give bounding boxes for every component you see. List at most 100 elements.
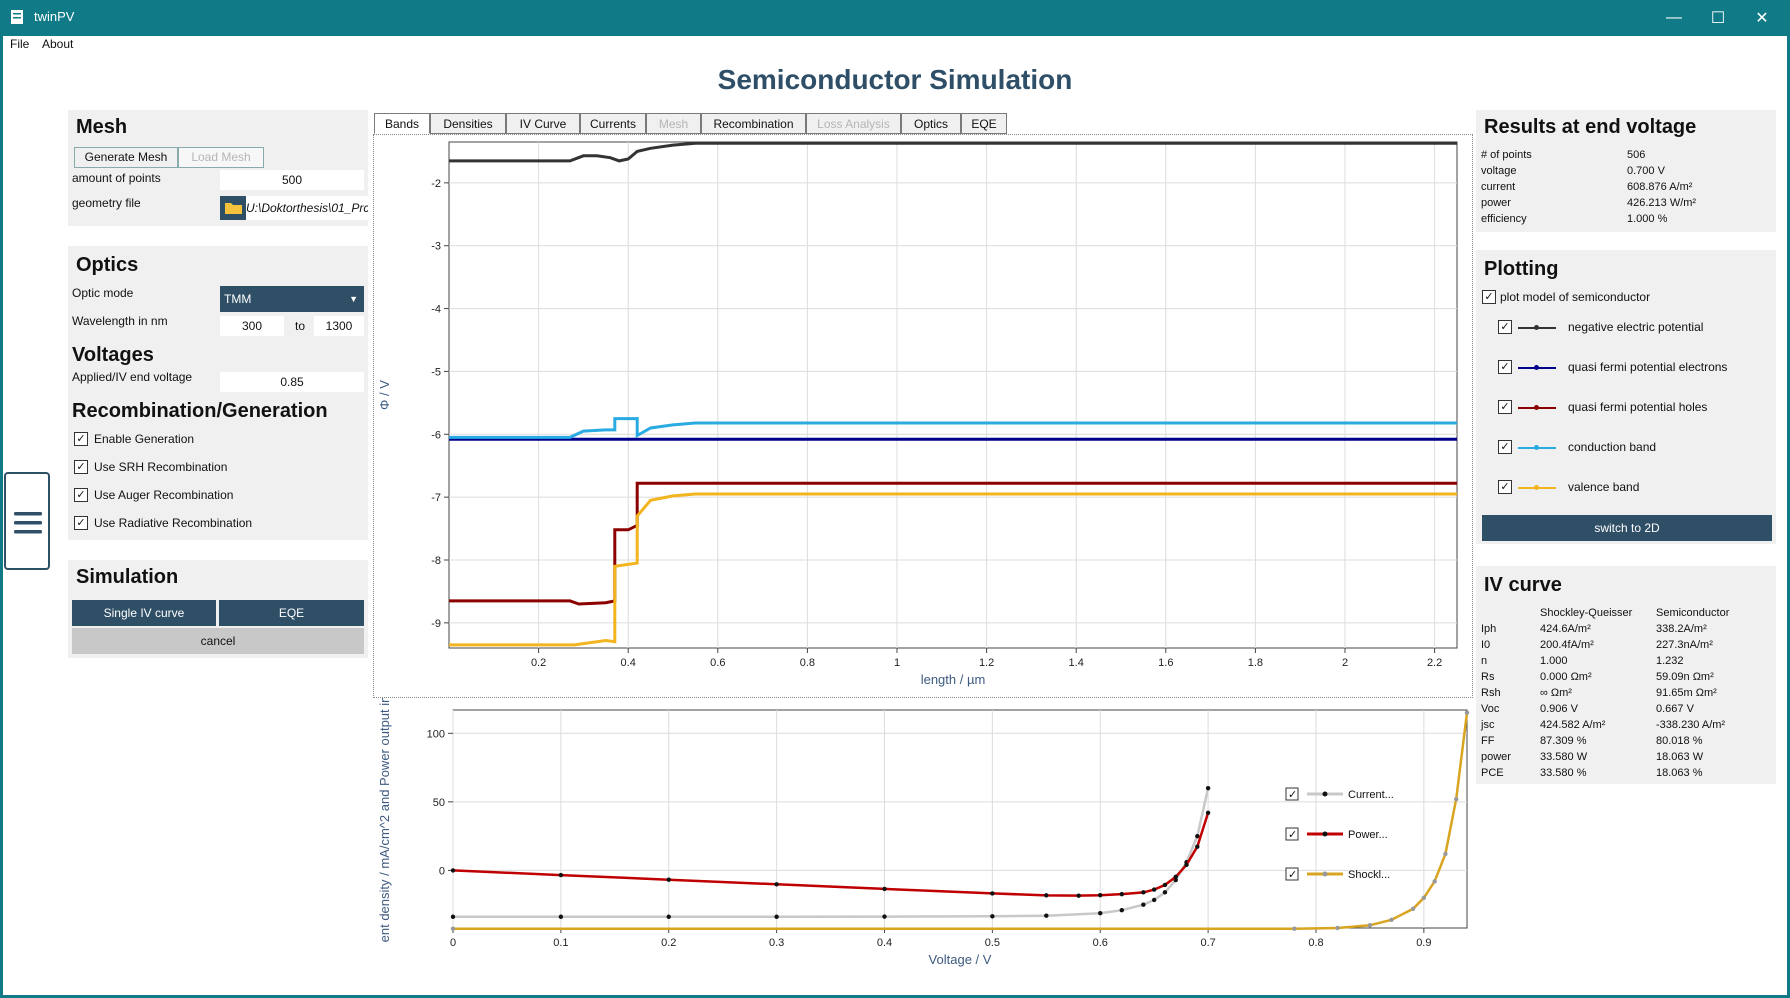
side-menu-toggle[interactable] xyxy=(4,472,50,570)
results-heading: Results at end voltage xyxy=(1484,116,1697,138)
result-efficiency-label: efficiency xyxy=(1481,213,1527,225)
folder-icon[interactable] xyxy=(220,196,246,220)
y-tick-label: 50 xyxy=(433,797,445,809)
x-tick-label: 0.6 xyxy=(1093,937,1108,949)
enable-generation-label: Enable Generation xyxy=(94,432,195,446)
data-point xyxy=(558,914,564,919)
fermi-electrons-checkbox[interactable]: ✓ xyxy=(1498,360,1512,374)
minimize-button[interactable]: — xyxy=(1666,9,1682,26)
tab-optics[interactable]: Optics xyxy=(901,113,961,134)
series-line-1 xyxy=(449,141,1457,163)
data-point xyxy=(666,877,671,882)
window-border-bottom xyxy=(0,995,1790,998)
valence-band-line-icon xyxy=(1518,485,1556,490)
tab-loss-analysis[interactable]: Loss Analysis xyxy=(806,113,901,134)
data-point xyxy=(1454,796,1459,802)
iv-row-sc: 59.09n Ωm² xyxy=(1656,671,1714,683)
result-power-label: power xyxy=(1481,197,1511,209)
checkbox-icon: ✓ xyxy=(74,432,88,446)
legend-checkbox-2 xyxy=(1285,827,1299,841)
switch-2d-button[interactable]: switch to 2D xyxy=(1482,515,1772,541)
data-point xyxy=(1443,851,1448,857)
bands-chart: 0.2 0.4 0.6 0.8 1 1.2 1.4 1.6 1.8 2 2.2 -2 -3 -4 -5 -6 -… xyxy=(377,141,1458,687)
generate-mesh-button[interactable]: Generate Mesh xyxy=(74,147,178,168)
data-point xyxy=(990,891,995,896)
optic-mode-label: Optic mode xyxy=(72,286,134,300)
eqe-button[interactable]: EQE xyxy=(219,600,364,626)
hamburger-icon xyxy=(14,512,42,541)
fermi-electrons-line-icon xyxy=(1518,365,1556,370)
x-tick-label: 0 xyxy=(450,937,456,949)
iv-row-sq: 33.580 % xyxy=(1540,767,1587,779)
iv-row-sq: 33.580 W xyxy=(1540,751,1588,763)
window-border-left xyxy=(0,36,3,998)
iv-row-sc: 0.667 V xyxy=(1656,703,1694,715)
tab-mesh[interactable]: Mesh xyxy=(646,113,701,134)
iv-row-label: n xyxy=(1481,655,1488,667)
legend-marker-2 xyxy=(1322,831,1328,837)
points-input[interactable]: 500 xyxy=(220,170,364,190)
data-point xyxy=(1151,887,1157,892)
valence-band-checkbox[interactable]: ✓ xyxy=(1498,480,1512,494)
data-point xyxy=(1162,890,1168,895)
data-point xyxy=(1098,910,1103,916)
iv-chart: 0 0.1 0.2 0.3 0.4 0.5 0.6 0.7 0.8 0.9 100 50 0 Voltag… xyxy=(377,698,1470,967)
y-tick-label: -9 xyxy=(431,618,441,630)
data-point xyxy=(1151,897,1157,903)
y-tick-label: 0 xyxy=(439,865,445,877)
load-mesh-button[interactable]: Load Mesh xyxy=(178,147,264,168)
plotting-heading: Plotting xyxy=(1484,258,1559,280)
series-line-5 xyxy=(449,492,1457,647)
plot-model-checkbox[interactable]: ✓ xyxy=(1482,290,1496,304)
recombination-heading: Recombination/Generation xyxy=(72,400,328,422)
menu-file[interactable]: File xyxy=(10,37,30,51)
y-tick-label: 100 xyxy=(427,728,445,740)
geometry-file-input[interactable]: U:\Doktorthesis\01_Prc xyxy=(246,196,368,220)
iv-row-sc: 338.2A/m² xyxy=(1656,623,1707,635)
data-point xyxy=(882,886,887,892)
wavelength-from-input[interactable]: 300 xyxy=(220,316,284,336)
menu-about[interactable]: About xyxy=(42,37,74,51)
valence-band-label: valence band xyxy=(1568,480,1640,494)
data-point xyxy=(450,868,456,873)
end-voltage-input[interactable]: 0.85 xyxy=(220,372,364,392)
tab-eqe[interactable]: EQE xyxy=(961,113,1007,134)
iv-row-sc: 18.063 W xyxy=(1656,751,1704,763)
y-tick-label: -7 xyxy=(431,492,441,504)
single-iv-button[interactable]: Single IV curve xyxy=(72,600,216,626)
negative-potential-label: negative electric potential xyxy=(1568,320,1704,334)
x-tick-label: 1.6 xyxy=(1158,657,1173,669)
data-point xyxy=(1098,893,1103,898)
chevron-down-icon: ▼ xyxy=(349,294,358,304)
legend-checkbox-3 xyxy=(1285,867,1299,881)
settings-panel: Optics Optic mode TMM ▼ Wavelength in nm… xyxy=(68,246,368,540)
negative-potential-checkbox[interactable]: ✓ xyxy=(1498,320,1512,334)
cancel-button[interactable]: cancel xyxy=(72,628,364,654)
data-point xyxy=(1205,810,1211,816)
tab-iv-curve[interactable]: IV Curve xyxy=(506,113,580,134)
auger-recombination-label: Use Auger Recombination xyxy=(94,488,234,502)
tab-recombination[interactable]: Recombination xyxy=(701,113,806,134)
fermi-holes-checkbox[interactable]: ✓ xyxy=(1498,400,1512,414)
iv-row-sc: 18.063 % xyxy=(1656,767,1703,779)
conduction-band-checkbox[interactable]: ✓ xyxy=(1498,440,1512,454)
result-voltage-value: 0.700 V xyxy=(1627,165,1665,177)
iv-col-shockley-queisser: Shockley-Queisser xyxy=(1540,607,1633,619)
iv-curve-heading: IV curve xyxy=(1484,574,1562,596)
close-button[interactable]: ✕ xyxy=(1755,10,1769,27)
tab-currents[interactable]: Currents xyxy=(580,113,646,134)
data-point xyxy=(1044,913,1049,918)
data-point xyxy=(1119,907,1125,913)
iv-row-label: PCE xyxy=(1481,767,1504,779)
tab-densities[interactable]: Densities xyxy=(430,113,506,134)
data-point xyxy=(1205,785,1211,791)
y-tick-label: -3 xyxy=(431,241,441,253)
iv-row-label: Voc xyxy=(1481,703,1500,715)
x-tick-label: 1 xyxy=(894,657,900,669)
iv-row-label: Rs xyxy=(1481,671,1495,683)
iv-curve-panel: IV curve Shockley-Queisser Semiconductor… xyxy=(1476,566,1776,784)
optic-mode-select[interactable]: TMM ▼ xyxy=(220,286,364,312)
tab-bands[interactable]: Bands xyxy=(374,113,430,134)
maximize-button[interactable]: ☐ xyxy=(1710,10,1726,27)
wavelength-to-input[interactable]: 1300 xyxy=(314,316,364,336)
